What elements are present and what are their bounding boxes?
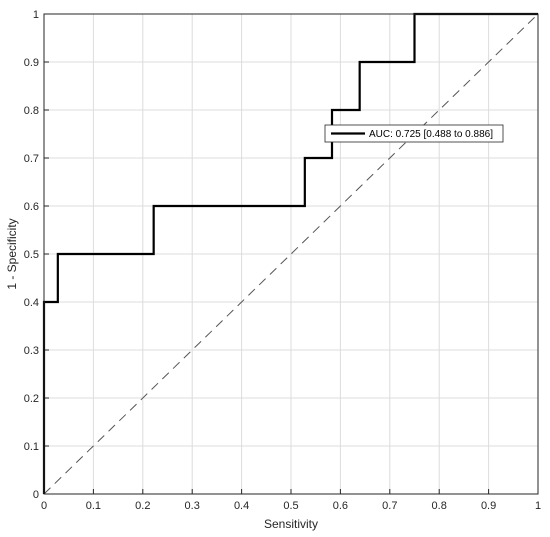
y-axis-label: 1 - Specificity bbox=[5, 218, 19, 289]
y-tick-label: 0.3 bbox=[24, 345, 39, 357]
y-tick-label: 0.4 bbox=[24, 297, 39, 309]
y-tick-label: 0.7 bbox=[24, 153, 39, 165]
x-tick-label: 0.3 bbox=[185, 500, 200, 512]
x-tick-label: 0.6 bbox=[333, 500, 348, 512]
plot-area-border bbox=[43, 13, 539, 495]
reference-diagonal-line bbox=[43, 13, 539, 495]
y-tick-label: 0.1 bbox=[24, 441, 39, 453]
x-tick-label: 0.8 bbox=[432, 500, 447, 512]
grid-lines bbox=[43, 13, 539, 495]
legend-entry-auc: AUC: 0.725 [0.488 to 0.886] bbox=[369, 129, 493, 140]
y-tick-labels: 0 0.1 0.2 0.3 0.4 0.5 0.6 0.7 0.8 0.9 1 bbox=[24, 9, 39, 501]
x-tick-label: 0.7 bbox=[382, 500, 397, 512]
x-tick-label: 0.1 bbox=[86, 500, 101, 512]
legend-box bbox=[324, 124, 504, 143]
x-axis-label: Sensitivity bbox=[264, 517, 318, 531]
x-tick-label: 0.5 bbox=[283, 500, 298, 512]
x-tick-label: 0.2 bbox=[135, 500, 150, 512]
roc-curve-line bbox=[42, 12, 538, 494]
y-tick-label: 0 bbox=[33, 489, 39, 501]
x-tick-label: 0.4 bbox=[234, 500, 249, 512]
y-tick-label: 0.9 bbox=[24, 57, 39, 69]
x-tick-label: 1 bbox=[535, 500, 541, 512]
y-tick-label: 0.6 bbox=[24, 201, 39, 213]
x-tick-label: 0 bbox=[41, 500, 47, 512]
legend: AUC: 0.725 [0.488 to 0.886] bbox=[324, 124, 504, 143]
y-tick-label: 0.2 bbox=[24, 393, 39, 405]
x-tick-label: 0.9 bbox=[481, 500, 496, 512]
y-tick-label: 0.8 bbox=[24, 105, 39, 117]
y-tick-label: 0.5 bbox=[24, 249, 39, 261]
y-tick-label: 1 bbox=[33, 9, 39, 21]
series-layer bbox=[42, 12, 539, 495]
x-tick-labels: 0 0.1 0.2 0.3 0.4 0.5 0.6 0.7 0.8 0.9 1 bbox=[41, 500, 541, 512]
